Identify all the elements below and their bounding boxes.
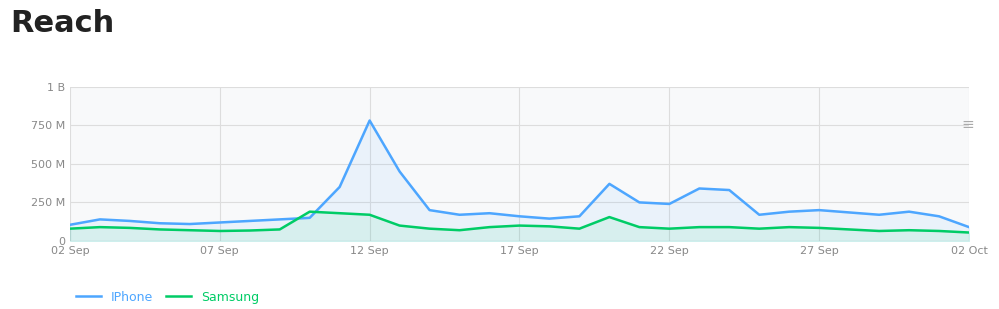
Samsung <box>783 225 795 229</box>
Samsung <box>723 225 735 229</box>
Line: IPhone: IPhone <box>70 121 969 227</box>
Samsung <box>334 211 346 215</box>
IPhone <box>783 210 795 214</box>
IPhone <box>364 119 376 122</box>
Samsung <box>513 224 525 227</box>
Text: Reach: Reach <box>10 9 114 38</box>
IPhone <box>214 221 226 224</box>
IPhone <box>873 213 885 217</box>
Samsung <box>663 227 675 231</box>
Samsung <box>214 229 226 233</box>
Samsung <box>274 227 286 231</box>
IPhone <box>663 202 675 206</box>
IPhone <box>274 218 286 221</box>
IPhone <box>843 211 855 214</box>
IPhone <box>394 170 406 173</box>
Samsung <box>933 229 945 233</box>
Samsung <box>364 213 376 217</box>
Samsung <box>184 228 196 232</box>
Samsung <box>154 227 166 231</box>
Samsung <box>454 228 466 232</box>
IPhone <box>933 214 945 218</box>
Samsung <box>424 227 436 231</box>
IPhone <box>723 188 735 192</box>
Samsung <box>94 225 106 229</box>
Samsung <box>484 225 496 229</box>
IPhone <box>454 213 466 217</box>
IPhone <box>513 214 525 218</box>
Samsung <box>394 224 406 227</box>
IPhone <box>124 219 136 223</box>
IPhone <box>573 214 585 218</box>
IPhone <box>693 187 705 190</box>
Text: ≡: ≡ <box>961 117 974 133</box>
IPhone <box>304 216 316 220</box>
Samsung <box>603 215 615 219</box>
IPhone <box>963 225 975 229</box>
IPhone <box>813 208 825 212</box>
IPhone <box>633 201 645 204</box>
Line: Samsung: Samsung <box>70 212 969 232</box>
Samsung <box>963 231 975 234</box>
IPhone <box>154 221 166 225</box>
IPhone <box>64 223 76 227</box>
IPhone <box>184 222 196 226</box>
Samsung <box>244 229 256 232</box>
Samsung <box>693 225 705 229</box>
Samsung <box>873 229 885 233</box>
IPhone <box>753 213 765 217</box>
Legend: IPhone, Samsung: IPhone, Samsung <box>76 290 259 303</box>
Samsung <box>813 226 825 230</box>
IPhone <box>603 182 615 186</box>
Samsung <box>573 227 585 231</box>
IPhone <box>94 218 106 221</box>
Samsung <box>633 225 645 229</box>
IPhone <box>334 185 346 189</box>
IPhone <box>424 208 436 212</box>
Samsung <box>843 227 855 231</box>
Samsung <box>124 226 136 230</box>
Samsung <box>543 224 555 228</box>
IPhone <box>543 217 555 221</box>
Samsung <box>903 228 915 232</box>
IPhone <box>244 219 256 223</box>
Samsung <box>753 227 765 231</box>
IPhone <box>484 211 496 215</box>
Samsung <box>304 210 316 214</box>
IPhone <box>903 210 915 214</box>
Samsung <box>64 227 76 231</box>
